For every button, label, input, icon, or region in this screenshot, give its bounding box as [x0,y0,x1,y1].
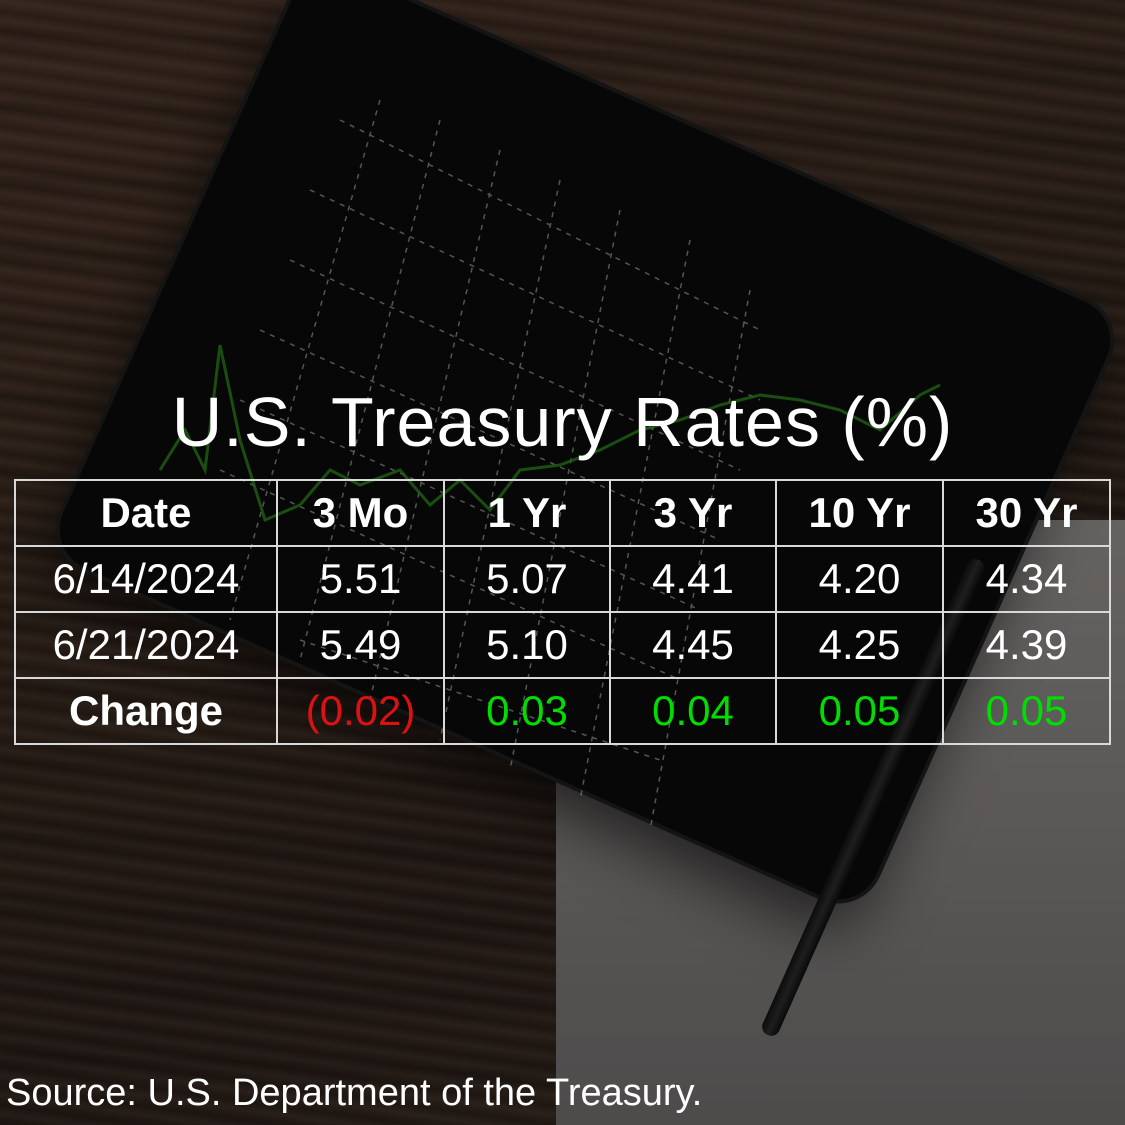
table-row: Change (0.02) 0.03 0.04 0.05 0.05 [14,677,1111,745]
rate-value-cell: 5.10 [443,611,611,679]
table-header-row: Date 3 Mo 1 Yr 3 Yr 10 Yr 30 Yr [14,479,1111,547]
column-header: Date [14,479,278,547]
rate-value-cell: 4.20 [775,545,944,613]
rate-value-cell: 5.07 [443,545,611,613]
change-value-cell: 0.05 [942,677,1111,745]
row-label: 6/21/2024 [14,611,278,679]
rate-value-cell: 4.25 [775,611,944,679]
rate-value-cell: 5.51 [276,545,445,613]
change-value-cell: 0.03 [443,677,611,745]
column-header: 3 Yr [609,479,777,547]
table-row: 6/21/2024 5.49 5.10 4.45 4.25 4.39 [14,611,1111,679]
rate-value-cell: 4.34 [942,545,1111,613]
treasury-rates-table: Date 3 Mo 1 Yr 3 Yr 10 Yr 30 Yr 6/14/202… [14,479,1111,745]
rate-value-cell: 4.45 [609,611,777,679]
column-header: 10 Yr [775,479,944,547]
change-value-cell: 0.05 [775,677,944,745]
change-value-cell: (0.02) [276,677,445,745]
rate-value-cell: 4.39 [942,611,1111,679]
rate-value-cell: 4.41 [609,545,777,613]
column-header: 30 Yr [942,479,1111,547]
chart-title: U.S. Treasury Rates (%) [171,383,954,461]
column-header: 1 Yr [443,479,611,547]
row-label: 6/14/2024 [14,545,278,613]
row-label: Change [14,677,278,745]
table-body: 6/14/2024 5.51 5.07 4.41 4.20 4.34 6/21/2024 5.… [14,545,1111,745]
column-header: 3 Mo [276,479,445,547]
change-value-cell: 0.04 [609,677,777,745]
table-row: 6/14/2024 5.51 5.07 4.41 4.20 4.34 [14,545,1111,613]
source-note: Source: U.S. Department of the Treasury. [6,1072,703,1114]
rate-value-cell: 5.49 [276,611,445,679]
